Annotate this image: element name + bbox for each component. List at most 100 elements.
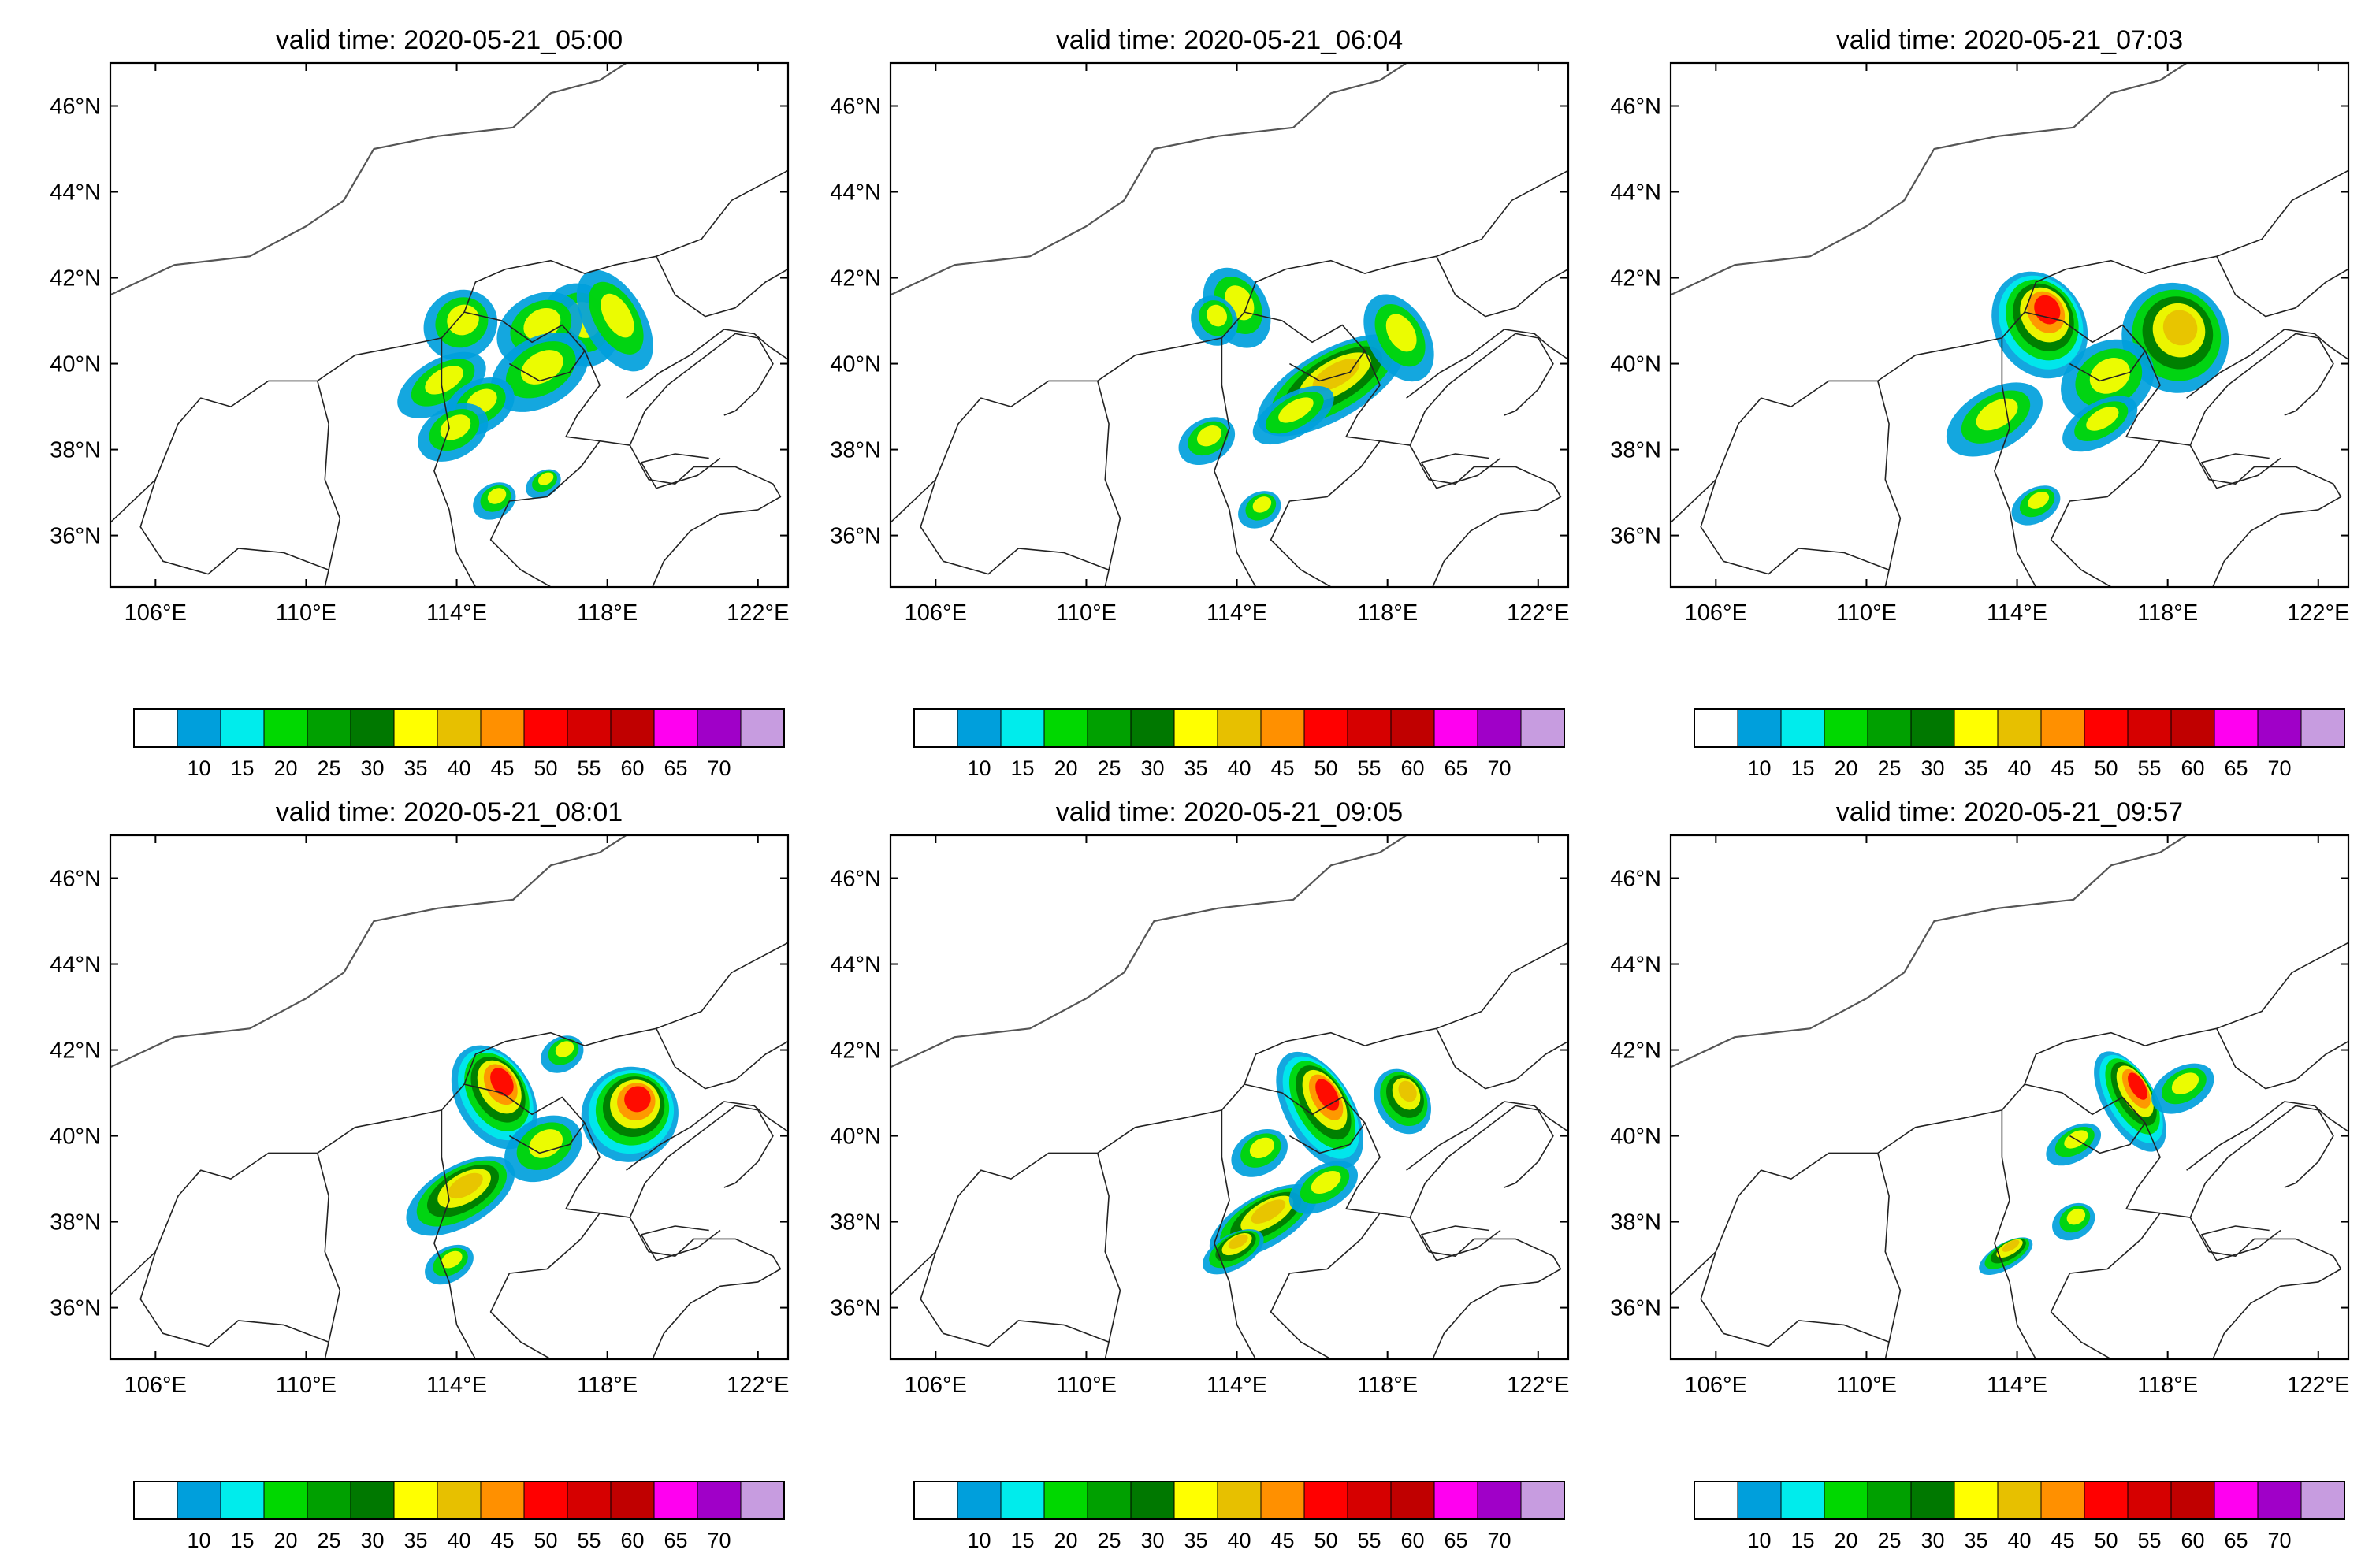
colorbar-swatch [2040,708,2085,748]
colorbar-swatch [697,1481,742,1520]
echo-contour [490,1068,514,1096]
lon-tick-label: 114°E [1987,1373,2047,1398]
colorbar-tick-label: 35 [1184,756,1207,780]
province-boundary [1406,1101,1568,1171]
echo-contour [537,472,554,485]
lat-tick-label: 42°N [1610,266,1661,292]
coastline [1409,1105,1554,1218]
colorbar-tick-label: 60 [1400,756,1424,780]
coastline [1409,444,1562,587]
colorbar-tick-label: 30 [1921,756,1944,780]
colorbar-tick-label: 65 [1444,1529,1467,1552]
lat-tick-label: 44°N [50,180,101,206]
colorbar-swatch [567,708,612,748]
lon-tick-label: 110°E [1836,1373,1897,1398]
radar-echoes [1178,267,1434,529]
colorbar-swatch [1867,1481,1912,1520]
lat-tick-label: 42°N [1610,1039,1661,1064]
province-boundary [509,1122,586,1154]
map-frame [889,61,1570,589]
colorbar-tick-label: 25 [1097,1529,1121,1552]
echo-contour [1228,1234,1248,1249]
map-figure: valid time: 2020-05-21_08:01 46°N 44°N 42°N… [50,797,789,1552]
province-boundary [920,1251,1110,1347]
colorbar-swatch [350,1481,395,1520]
coastline [2189,444,2342,587]
colorbar-swatch [2300,708,2345,748]
colorbar-tick-label: 20 [1054,756,1077,780]
lon-tick-label: 118°E [1357,600,1418,626]
boundaries [110,63,788,587]
echo-contour [1252,496,1272,513]
echo-contour [1249,1137,1274,1159]
province-boundary [656,255,788,318]
colorbar: 10 15 20 25 30 35 40 45 50 55 60 65 70 [913,708,1565,780]
colorbar-swatch [523,708,568,748]
lon-tick-label: 106°E [905,1373,967,1398]
province-boundary [920,479,1110,575]
national-border [110,63,627,296]
province-boundary [489,440,601,587]
panel-3: valid time: 2020-05-21_07:03 46°N 44°N 42°N… [1584,8,2372,788]
panel-title: valid time: 2020-05-21_09:05 [1056,797,1403,827]
national-border [891,835,1407,1068]
lat-tick-label: 36°N [50,1296,101,1321]
colorbar-tick-label: 20 [1054,1529,1077,1552]
echo-contour [529,1129,563,1158]
coastline [1409,333,1554,446]
colorbar-tick-label: 35 [403,756,427,780]
province-boundary [509,350,586,382]
colorbar: 10 15 20 25 30 35 40 45 50 55 60 65 70 [1694,1481,2345,1552]
colorbar-swatch [567,1481,612,1520]
province-boundary [2069,350,2146,382]
lat-tick-label: 36°N [50,524,101,549]
echo-contour [1385,314,1417,352]
colorbar-tick-label: 55 [2137,756,2161,780]
colorbar-swatch [740,708,785,748]
colorbar-tick-label: 25 [317,1529,340,1552]
colorbar-swatch [1997,1481,2042,1520]
echo-contour [425,366,463,395]
province-boundary [1244,311,1411,446]
lat-tick-label: 44°N [50,953,101,978]
lon-tick-label: 118°E [577,600,638,626]
lon-tick-label: 114°E [426,600,487,626]
lon-tick-label: 122°E [1507,1373,1569,1398]
colorbar-tick-label: 60 [2181,756,2204,780]
province-boundary [1214,337,1257,587]
colorbar-tick-label: 60 [620,1529,644,1552]
province-boundary [2024,311,2191,446]
colorbar-swatch [653,708,698,748]
colorbar: 10 15 20 25 30 35 40 45 50 55 60 65 70 [1694,708,2345,780]
echo-contour [2089,358,2131,394]
province-boundary [626,329,788,399]
coastline [629,333,774,446]
colorbar-tick-label: 25 [317,756,340,780]
colorbar-swatch [437,1481,482,1520]
colorbar-swatch [957,1481,1002,1520]
colorbar-tick-label: 35 [1184,1529,1207,1552]
lon-tick-label: 110°E [276,600,337,626]
echo-contour [601,293,634,338]
colorbar-swatch [2127,1481,2172,1520]
lon-tick-label: 122°E [2287,1373,2349,1398]
lat-tick-label: 46°N [1610,867,1661,892]
colorbar-swatch [1390,708,1435,748]
colorbar-swatch [1954,1481,1999,1520]
echo-contour [1311,1170,1341,1195]
echo-contour [1312,359,1360,392]
lon-tick-label: 118°E [2137,600,2198,626]
colorbar-tick-label: 25 [1877,1529,1901,1552]
colorbar-tick-label: 40 [2007,1529,2031,1552]
coastline [629,1217,782,1359]
colorbar-swatch [307,708,351,748]
colorbar-swatch [1824,1481,1868,1520]
colorbar: 10 15 20 25 30 35 40 45 50 55 60 65 70 [133,1481,785,1552]
lon-tick-label: 118°E [577,1373,638,1398]
panel-title: valid time: 2020-05-21_06:04 [1056,25,1403,55]
province-boundary [1097,1153,1121,1359]
panel-6: valid time: 2020-05-21_09:57 46°N 44°N 42°N… [1584,780,2372,1560]
province-boundary [1994,1109,2037,1359]
colorbar-swatch [1130,708,1175,748]
radar-echoes [1202,1051,1431,1275]
